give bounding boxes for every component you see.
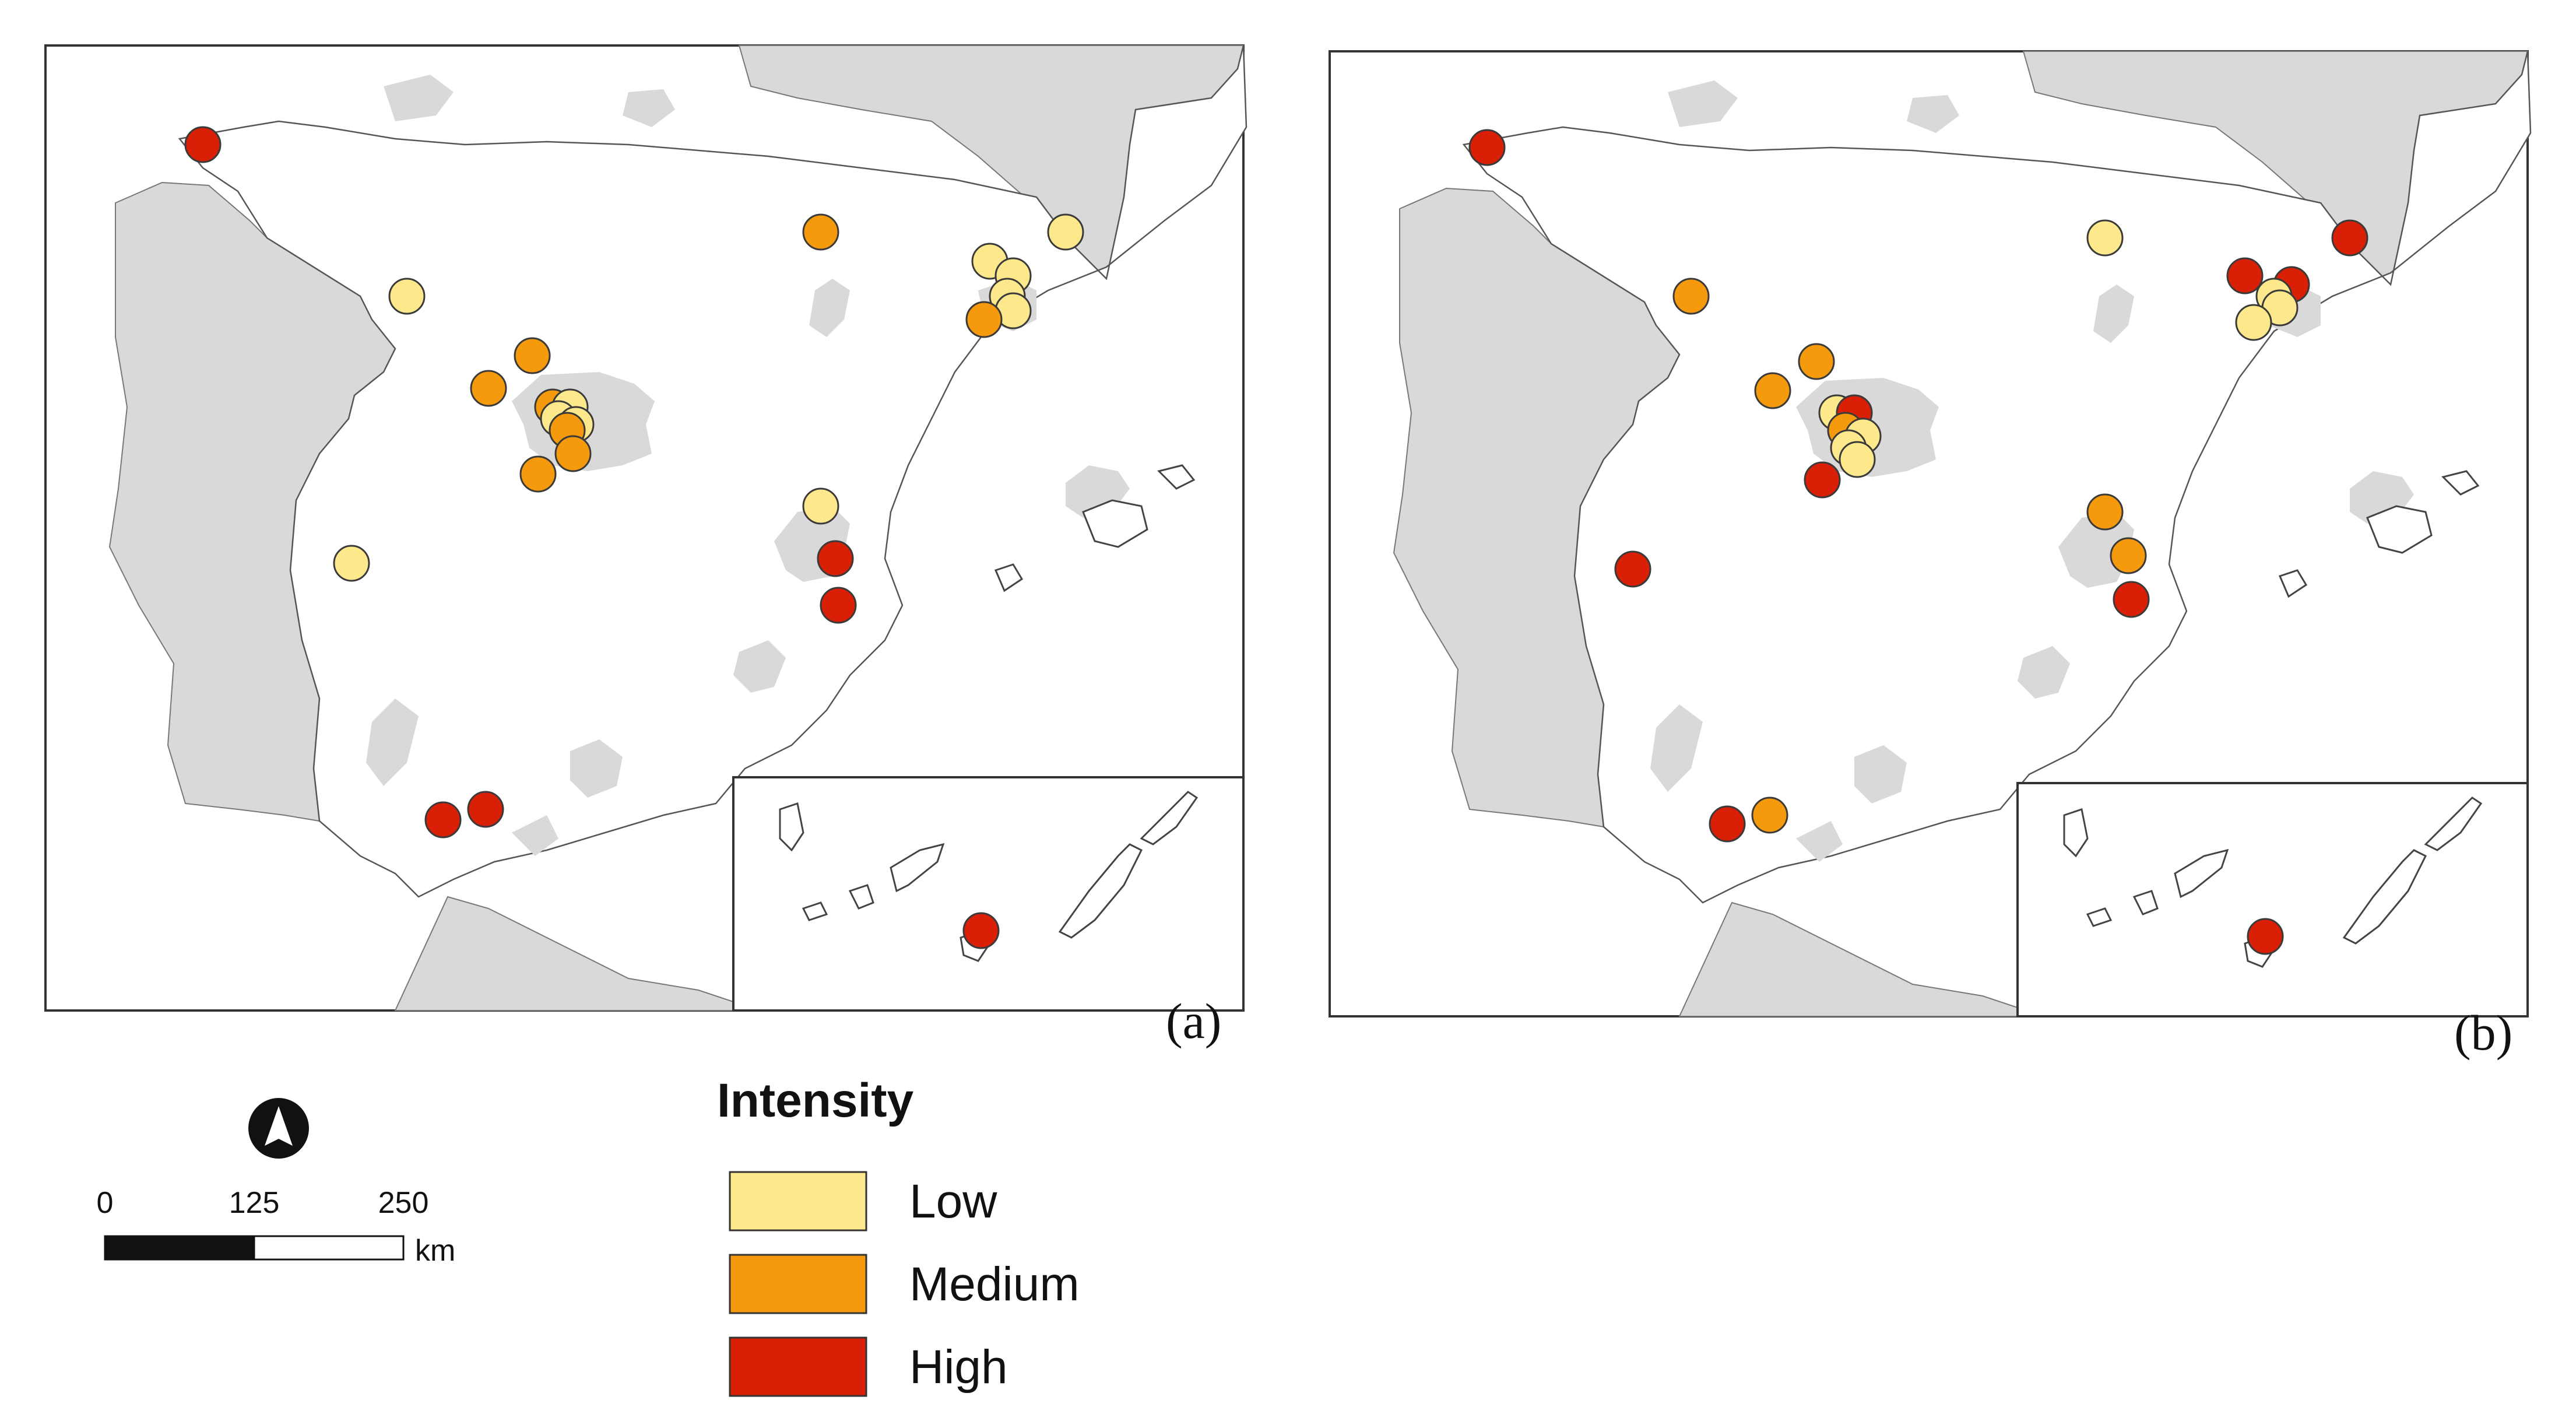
legend-title: Intensity [717, 1074, 914, 1127]
point-medium [470, 370, 507, 407]
legend-label-low: Low [909, 1175, 997, 1228]
point-low [1839, 441, 1876, 478]
point-low [1047, 213, 1084, 251]
point-medium [2086, 493, 2124, 531]
points-layer [184, 126, 1084, 949]
point-high [467, 791, 504, 828]
point-medium [2110, 537, 2147, 574]
scale-segment-empty [253, 1235, 405, 1261]
panel-b: (b) [1329, 50, 2532, 1061]
point-low [333, 545, 370, 582]
point-high [184, 126, 222, 163]
legend-swatch-high [729, 1336, 867, 1397]
scale-tick-250: 250 [378, 1186, 429, 1220]
point-medium [1754, 372, 1791, 409]
panel-caption: (b) [2454, 1005, 2512, 1061]
legend-label-high: High [909, 1341, 1008, 1394]
point-high [424, 801, 462, 838]
point-high [817, 540, 854, 577]
point-high [1468, 129, 1506, 166]
point-high [1804, 461, 1841, 499]
point-medium [802, 213, 839, 251]
panel-a: (a) [44, 44, 1247, 1049]
point-medium [514, 337, 551, 374]
scale-unit: km [415, 1234, 455, 1268]
legend-swatch-low [729, 1171, 867, 1231]
point-medium [1672, 278, 1710, 315]
north-arrow-icon [248, 1098, 309, 1159]
point-high [1709, 805, 1746, 843]
point-high [2113, 581, 2150, 618]
point-medium [1751, 797, 1788, 834]
scale-segment-filled [104, 1235, 255, 1261]
legend: Intensity Low Medium High [717, 1074, 1080, 1397]
point-high [2247, 918, 2284, 955]
scale-bar: 0 125 250 km [97, 1186, 456, 1268]
legend-swatch-medium [729, 1254, 867, 1314]
legend-label-medium: Medium [909, 1258, 1080, 1311]
scale-tick-125: 125 [229, 1186, 280, 1220]
point-high [2226, 257, 2264, 294]
point-low [2086, 219, 2124, 257]
point-low [388, 278, 426, 315]
point-low [2235, 304, 2272, 341]
point-high [962, 912, 1000, 949]
scale-tick-0: 0 [97, 1186, 114, 1220]
point-high [820, 587, 857, 624]
point-medium [519, 455, 557, 493]
point-high [1614, 550, 1651, 588]
panel-caption: (a) [1166, 993, 1221, 1049]
points-layer [1468, 129, 2368, 955]
point-medium [554, 435, 592, 472]
point-low [802, 487, 839, 525]
point-medium [1798, 343, 1835, 380]
point-high [2331, 219, 2368, 257]
point-medium [965, 301, 1003, 338]
